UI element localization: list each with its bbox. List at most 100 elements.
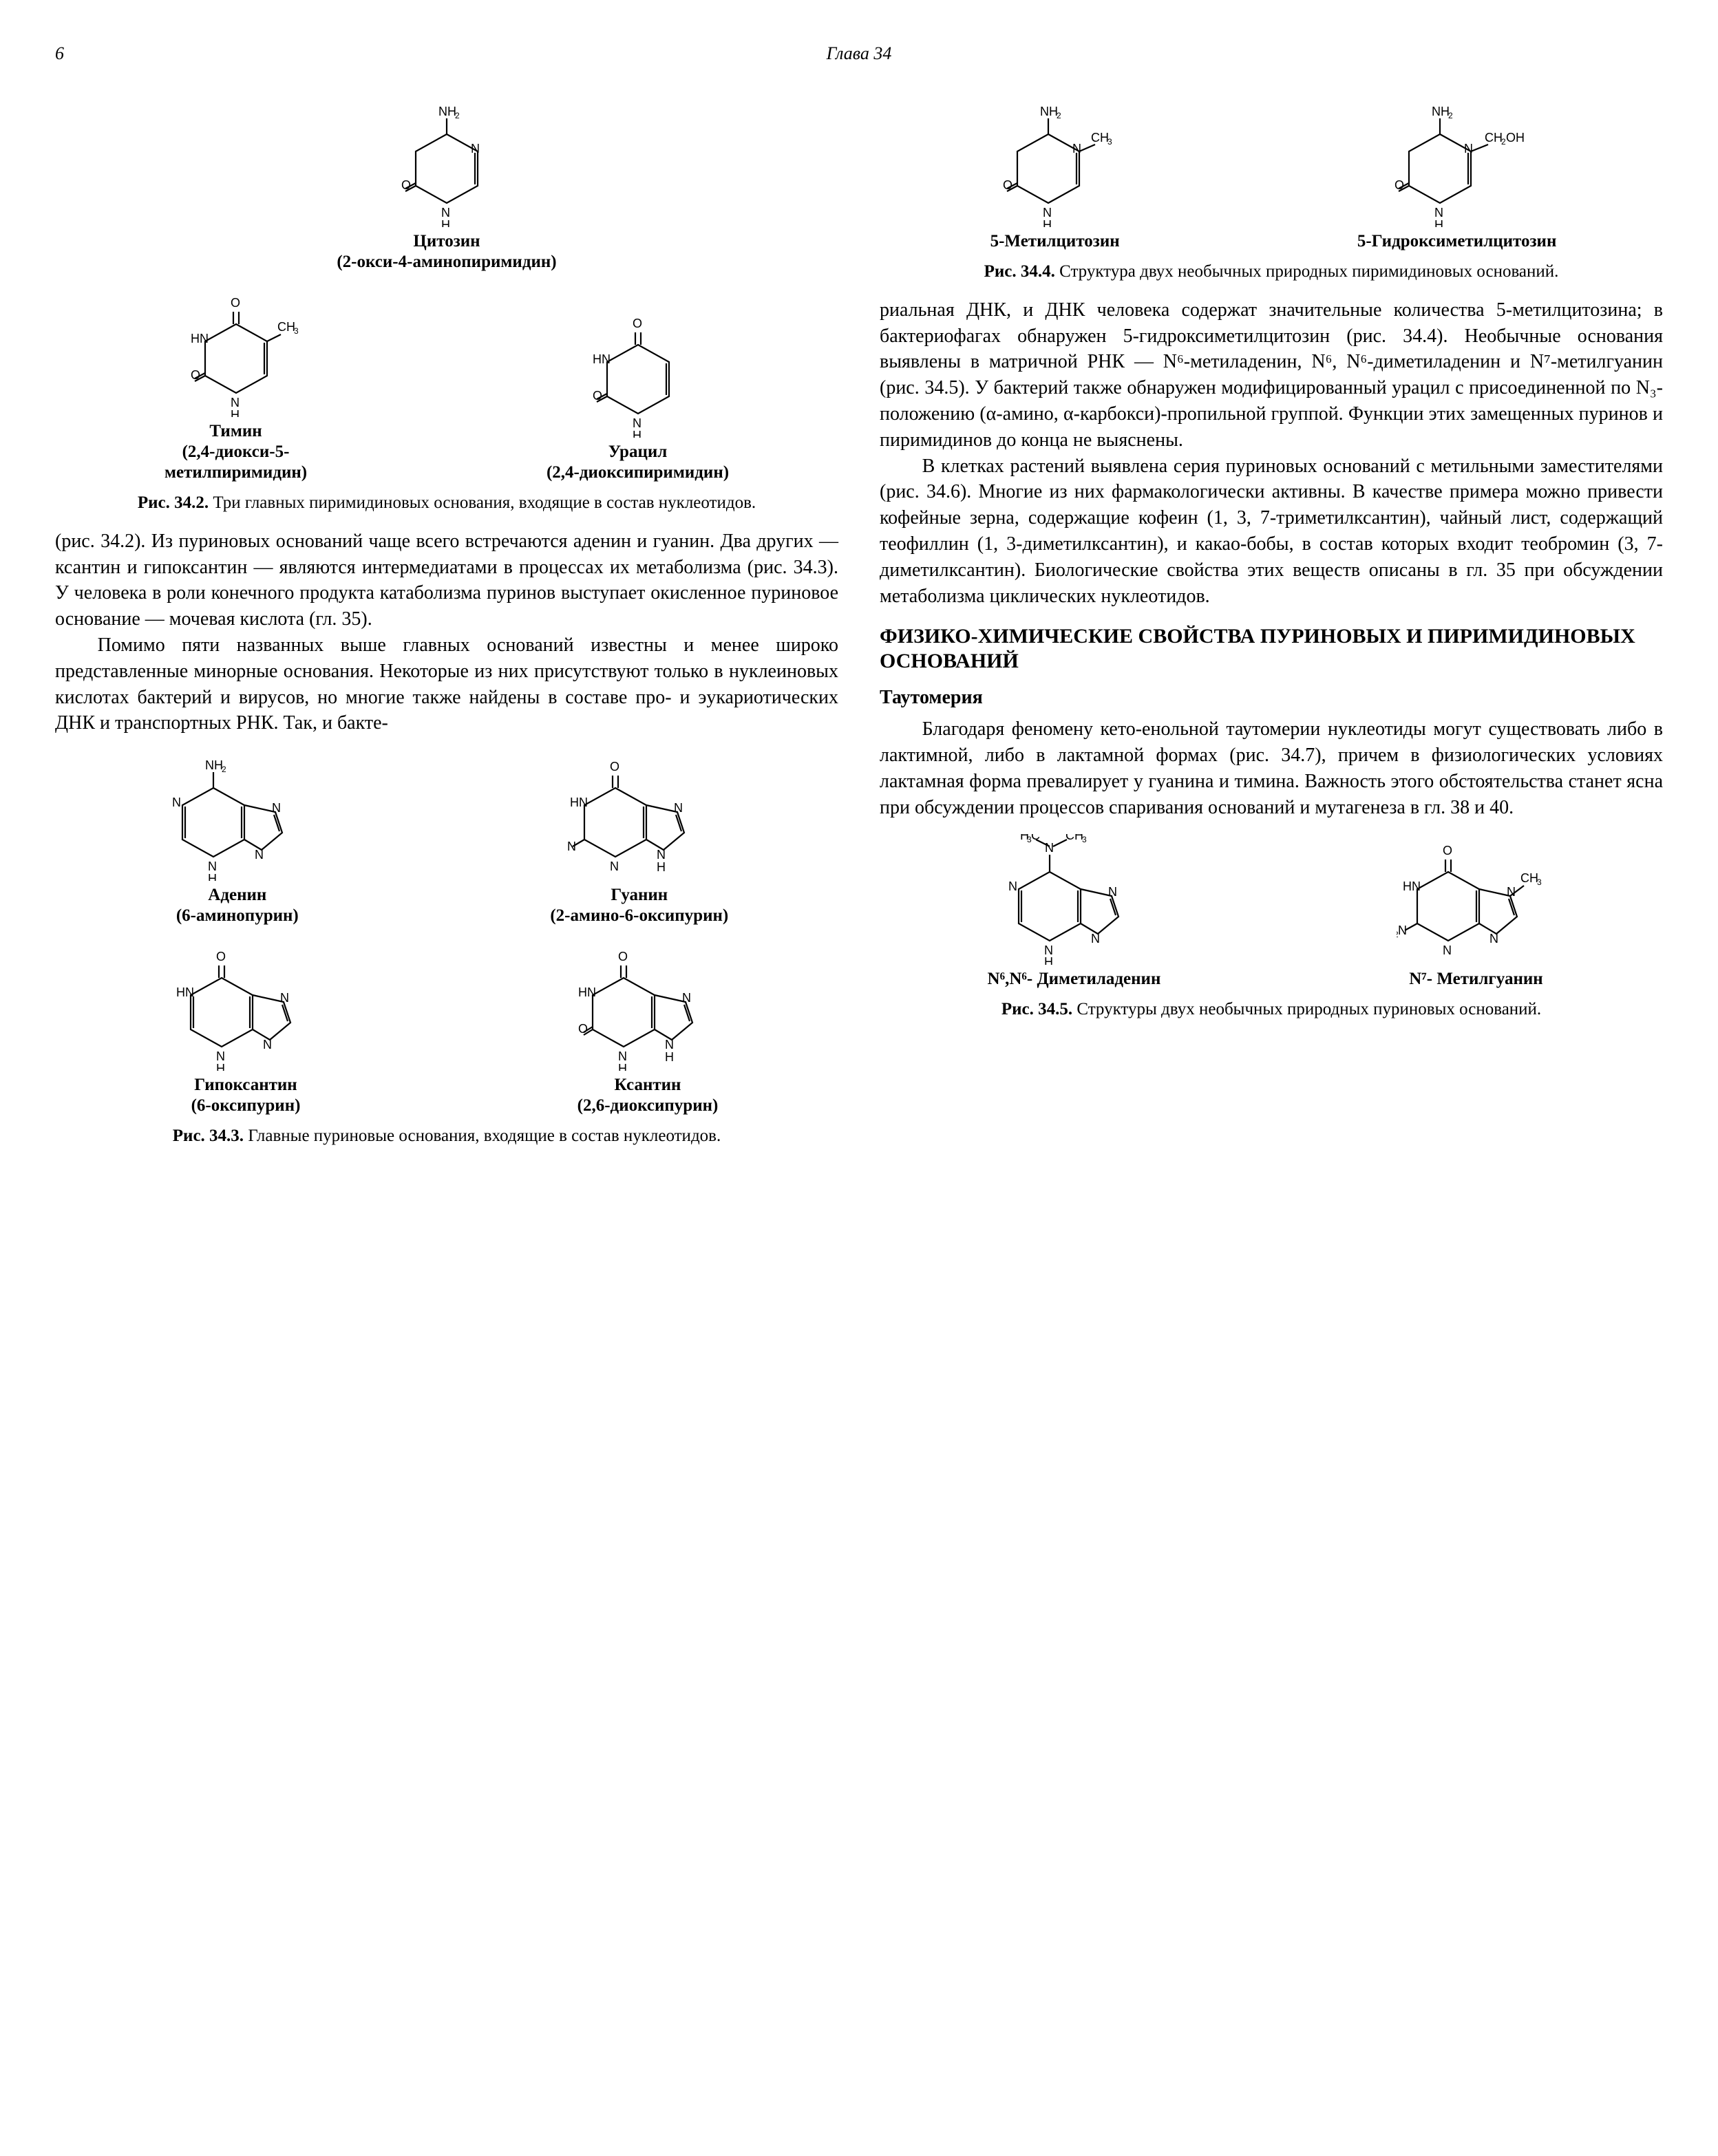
mg-name: N⁷- Метилгуанин: [1409, 969, 1542, 990]
structure-adenine: N N H N N NH2 Аденин (6-аминопурин): [165, 757, 310, 926]
figure-34-4-text: Структура двух необычных природных пирим…: [1059, 262, 1558, 281]
svg-text:N: N: [682, 991, 691, 1005]
figure-34-4-caption: Рис. 34.4. Структура двух необычных прир…: [880, 260, 1663, 284]
svg-text:N: N: [1108, 885, 1117, 899]
svg-text:N: N: [567, 840, 576, 853]
svg-text:O: O: [610, 760, 619, 773]
cytosine-name: Цитозин: [413, 231, 480, 252]
svg-text:3: 3: [294, 326, 298, 336]
svg-text:2: 2: [455, 111, 460, 120]
svg-text:NH: NH: [205, 758, 223, 772]
figure-34-5-caption: Рис. 34.5. Структуры двух необычных прир…: [880, 998, 1663, 1021]
svg-text:H: H: [657, 860, 666, 874]
svg-text:N: N: [208, 860, 217, 873]
svg-text:O: O: [231, 296, 240, 310]
svg-text:O: O: [633, 317, 642, 330]
figure-34-4-label: Рис. 34.4.: [984, 262, 1055, 281]
svg-text:HN: HN: [191, 332, 209, 345]
svg-text:OH: OH: [1506, 131, 1525, 145]
page-header: 6 Глава 34: [55, 41, 1663, 69]
svg-text:NH: NH: [1432, 105, 1450, 118]
page-number: 6: [55, 41, 64, 65]
svg-text:N: N: [231, 396, 240, 409]
figure-34-5: N N H N N N H3C CH3: [880, 834, 1663, 1021]
structure-cytosine: N N H O NH2 Цитозин (2-окси-4-аминопирим…: [337, 103, 556, 273]
svg-text:N: N: [657, 848, 666, 862]
figure-34-3-label: Рис. 34.3.: [173, 1127, 244, 1145]
svg-text:N: N: [1043, 206, 1052, 220]
right-paragraph-1: риальная ДНК, и ДНК человека содержат зн…: [880, 297, 1663, 453]
svg-text:CH: CH: [1091, 131, 1109, 145]
svg-text:N: N: [1091, 932, 1100, 946]
svg-text:N: N: [665, 1038, 674, 1052]
svg-text:H: H: [1044, 955, 1053, 965]
uracil-name: Урацил: [608, 442, 668, 462]
svg-text:H: H: [633, 429, 641, 438]
thymine-name: Тимин: [209, 421, 262, 442]
svg-text:CH: CH: [1065, 834, 1083, 842]
svg-text:N: N: [1008, 879, 1017, 893]
svg-text:N: N: [610, 860, 619, 873]
structure-5-methylcytosine: N N H O NH2 CH3 5-Метилцитозин: [986, 103, 1124, 252]
figure-34-5-text: Структуры двух необычных природных пурин…: [1077, 1000, 1541, 1018]
cytosine-sub: (2-окси-4-аминопиримидин): [337, 252, 556, 273]
svg-text:O: O: [618, 950, 628, 963]
svg-text:NH: NH: [438, 105, 456, 118]
right-column: N N H O NH2 CH3 5-Метилцитозин: [880, 89, 1663, 1162]
structure-n7-methylguanine: HN N N N O H2N CH3 N⁷- Метилг: [1397, 834, 1555, 990]
two-column-content: N N H O NH2 Цитозин (2-окси-4-аминопирим…: [55, 89, 1663, 1162]
svg-text:H: H: [1043, 218, 1052, 227]
svg-text:3: 3: [1107, 137, 1112, 147]
svg-text:2: 2: [1057, 111, 1061, 120]
svg-text:N: N: [1443, 943, 1452, 957]
svg-text:H: H: [208, 872, 217, 881]
structure-5-hydroxymethylcytosine: N N H O NH2 CH2OH 5-Гидроксиметилцитозин: [1357, 103, 1556, 252]
left-column: N N H O NH2 Цитозин (2-окси-4-аминопирим…: [55, 89, 838, 1162]
svg-text:H: H: [665, 1050, 674, 1064]
svg-text:N: N: [633, 416, 641, 430]
xanthine-sub: (2,6-диоксипурин): [577, 1096, 719, 1116]
svg-text:N: N: [1507, 885, 1516, 899]
svg-text:HN: HN: [570, 796, 588, 809]
dma-name: N⁶,N⁶- Диметиладенин: [988, 969, 1161, 990]
adenine-name: Аденин: [208, 885, 266, 906]
svg-text:N: N: [1489, 932, 1498, 946]
figure-34-5-label: Рис. 34.5.: [1001, 1000, 1072, 1018]
svg-text:HN: HN: [176, 985, 194, 999]
structure-thymine: HN N H O O CH3 Тимин (2,4-диокс: [165, 293, 307, 483]
svg-text:N: N: [255, 848, 264, 862]
structure-uracil: HN N H O O Урацил (2,4-диоксипиримидин): [547, 314, 729, 483]
svg-text:3: 3: [1082, 835, 1087, 844]
svg-text:N: N: [1398, 924, 1407, 937]
svg-text:N: N: [441, 206, 450, 220]
svg-text:2: 2: [222, 765, 226, 774]
svg-text:HN: HN: [593, 352, 611, 366]
xanthine-name: Ксантин: [615, 1075, 681, 1096]
figure-34-2-label: Рис. 34.2.: [138, 493, 209, 512]
svg-text:H: H: [216, 1062, 225, 1071]
svg-text:H: H: [618, 1062, 627, 1071]
svg-text:N: N: [280, 991, 289, 1005]
section-heading: ФИЗИКО-ХИМИЧЕСКИЕ СВОЙСТВА ПУРИНОВЫХ И П…: [880, 624, 1663, 674]
uracil-sub: (2,4-диоксипиримидин): [547, 462, 729, 483]
figure-34-2-text: Три главных пиримидиновых основания, вхо…: [213, 493, 756, 512]
svg-text:3: 3: [1537, 877, 1542, 887]
structure-n6n6-dimethyladenine: N N H N N N H3C CH3: [988, 834, 1161, 990]
svg-text:CH: CH: [1485, 131, 1503, 145]
svg-text:N: N: [1434, 206, 1443, 220]
svg-text:H: H: [1434, 218, 1443, 227]
guanine-name: Гуанин: [611, 885, 668, 906]
adenine-sub: (6-аминопурин): [176, 906, 299, 926]
svg-text:2: 2: [1501, 137, 1506, 147]
svg-text:H: H: [231, 408, 240, 417]
svg-text:CH: CH: [1520, 871, 1538, 885]
left-paragraph-2: Помимо пяти названных выше главных основ…: [55, 632, 838, 736]
chapter-ref: Глава 34: [827, 41, 892, 65]
svg-text:N: N: [272, 801, 281, 815]
svg-text:N: N: [674, 801, 683, 815]
hypoxanthine-sub: (6-оксипурин): [191, 1096, 301, 1116]
svg-text:C: C: [1031, 834, 1040, 842]
thymine-sub2: метилпиримидин): [165, 462, 307, 483]
guanine-sub: (2-амино-6-оксипурин): [550, 906, 728, 926]
thymine-sub1: (2,4-диокси-5-: [182, 442, 290, 462]
